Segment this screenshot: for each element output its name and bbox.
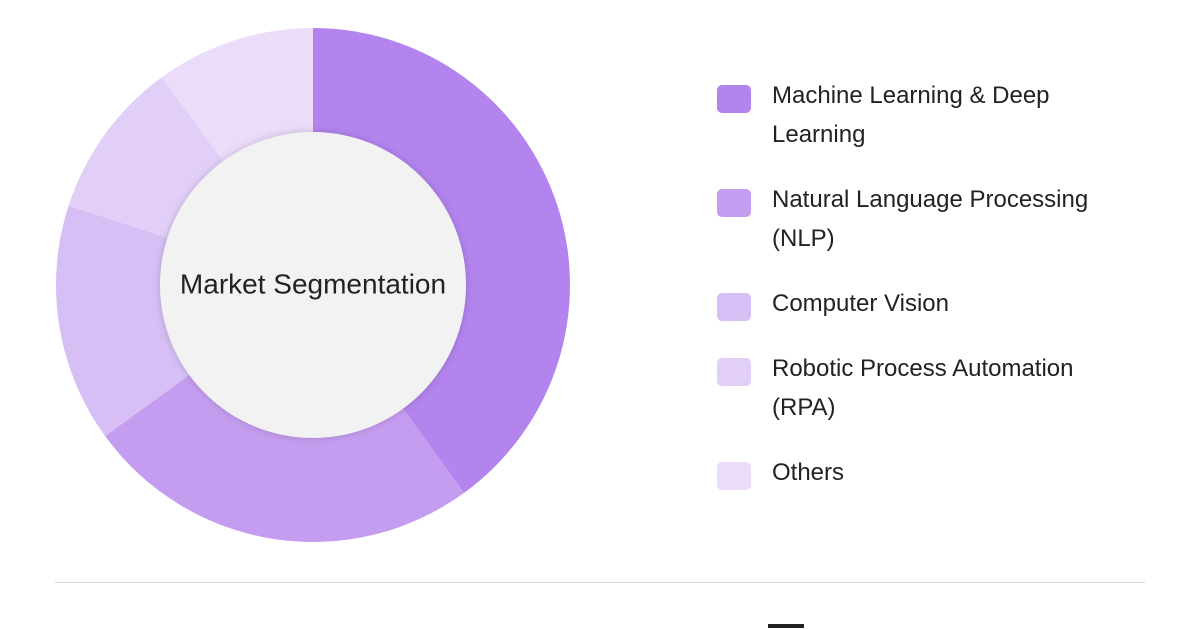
legend-label: Machine Learning & Deep Learning [772,82,1050,148]
legend-label: Robotic Process Automation (RPA) [772,355,1074,421]
divider [55,582,1145,583]
legend-item: Computer Vision [717,284,1137,323]
legend-item: Natural Language Processing (NLP) [717,180,1137,258]
legend-item: Machine Learning & Deep Learning [717,76,1137,154]
legend-swatch [717,293,751,321]
legend-swatch [717,462,751,490]
legend-swatch [717,189,751,217]
center-label: Market Segmentation [180,268,446,299]
legend-label: Others [772,459,845,486]
donut-hole [160,132,466,438]
donut-chart: Market Segmentation [56,28,570,542]
legend: Machine Learning & Deep Learning Natural … [717,76,1137,492]
icon [768,624,804,630]
legend-swatch [717,358,751,386]
legend-label: Computer Vision [772,290,949,317]
legend-label: Natural Language Processing (NLP) [772,186,1089,252]
legend-item: Others [717,453,1137,492]
legend-item: Robotic Process Automation (RPA) [717,349,1137,427]
legend-swatch [717,85,751,113]
